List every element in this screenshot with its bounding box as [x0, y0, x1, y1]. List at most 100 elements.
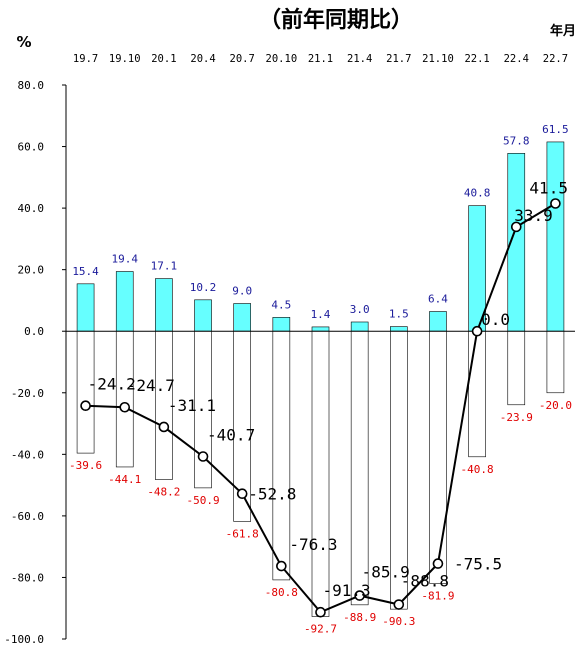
- positive-bar: [311, 326, 330, 332]
- line-point-label: -52.8: [248, 485, 296, 504]
- negative-bar-label: -44.1: [108, 473, 141, 486]
- line-point: [550, 198, 561, 209]
- positive-bar: [155, 278, 173, 332]
- category-label: 22.7: [543, 53, 568, 65]
- positive-bar-label: 57.8: [503, 134, 530, 147]
- y-tick-label: -100.0: [4, 633, 44, 646]
- line-point: [236, 488, 248, 500]
- line-point: [432, 558, 444, 569]
- line-point: [119, 401, 131, 413]
- positive-bar-label: 1.5: [389, 308, 409, 321]
- line-point-label: -85.9: [362, 563, 410, 582]
- negative-bar: [429, 330, 447, 584]
- positive-bar-label: 40.8: [464, 187, 491, 200]
- y-tick-label: -20.0: [11, 387, 44, 400]
- line-point-label: 0.0: [481, 310, 510, 329]
- negative-bar-label: -50.9: [186, 494, 219, 507]
- category-label: 20.7: [230, 53, 255, 65]
- x-unit-label: 年月: [550, 23, 576, 39]
- line-point: [197, 451, 209, 462]
- y-axis: 80.0 60.0 40.0 20.0 0.0 -20.0 -40.0 -60.0 -80.0 -…: [4, 79, 67, 646]
- positive-bar: [390, 326, 408, 332]
- line-point: [393, 599, 405, 610]
- negative-bar-label: -92.7: [304, 623, 337, 636]
- line-point: [158, 421, 170, 433]
- line-point-label: -24.2: [88, 375, 136, 394]
- negative-bar: [546, 330, 565, 394]
- category-label: 21.7: [386, 53, 411, 65]
- line-point-label: -40.7: [207, 425, 255, 444]
- positive-bar-label: 6.4: [428, 293, 448, 306]
- positive-bar: [429, 311, 447, 332]
- category-label: 21.1: [308, 53, 333, 65]
- line-point: [80, 400, 91, 412]
- y-tick-label: 80.0: [18, 79, 45, 92]
- negative-bar: [507, 330, 526, 406]
- positive-bar-label: 9.0: [232, 285, 252, 298]
- data-labels: 15.4 19.4 17.1 10.2 9.0 4.5 1.4 3.0 1.5 6.4 40.8 57…: [69, 123, 572, 636]
- y-tick-label: -60.0: [11, 510, 44, 523]
- category-labels: 19.7 19.10 20.1 20.4 20.7 20.10 21.1 21.4 21.7 21…: [73, 53, 568, 65]
- category-label: 22.1: [464, 53, 489, 65]
- category-label: 20.4: [190, 53, 215, 65]
- positive-bar: [233, 303, 251, 332]
- negative-bars: [76, 330, 565, 617]
- line-point-label: -91.3: [323, 581, 371, 600]
- y-tick-label: 0.0: [24, 325, 44, 338]
- category-label: 21.4: [347, 53, 372, 65]
- line-point: [276, 560, 287, 572]
- negative-bar-label: -40.8: [461, 463, 494, 476]
- positive-bar-label: 19.4: [111, 253, 138, 266]
- line-point: [510, 221, 522, 233]
- positive-bars: [76, 141, 565, 332]
- negative-bar-label: -23.9: [500, 411, 533, 424]
- positive-bar: [546, 141, 565, 332]
- positive-bar-label: 15.4: [72, 265, 99, 278]
- positive-bar-label: 17.1: [151, 260, 178, 273]
- line-point-label: 41.5: [529, 178, 568, 197]
- category-label: 20.1: [151, 53, 176, 65]
- negative-bar-label: -80.8: [265, 586, 298, 599]
- negative-bar: [311, 330, 330, 617]
- negative-bar-label: -48.2: [147, 486, 180, 499]
- positive-bar: [115, 271, 134, 332]
- line-point-label: -76.3: [289, 535, 337, 554]
- line-point: [471, 325, 483, 337]
- category-label: 22.4: [504, 53, 529, 65]
- positive-bar-label: 4.5: [271, 298, 291, 311]
- positive-bar: [350, 321, 369, 332]
- category-label: 19.7: [73, 53, 98, 65]
- line-point: [315, 606, 326, 618]
- positive-bar-label: 3.0: [350, 303, 370, 316]
- y-tick-label: -40.0: [11, 448, 44, 461]
- y-unit-label: %: [16, 33, 31, 51]
- positive-bar-label: 1.4: [311, 308, 331, 321]
- negative-bar-label: -61.8: [226, 527, 259, 540]
- line-point-label: -31.1: [168, 396, 216, 415]
- y-tick-label: 40.0: [18, 202, 45, 215]
- category-label: 20.10: [266, 53, 298, 65]
- positive-bar: [76, 283, 95, 332]
- line-point-label: -88.8: [401, 572, 449, 591]
- category-label: 21.10: [422, 53, 454, 65]
- negative-bar-label: -88.9: [343, 611, 376, 624]
- negative-bar-label: -90.3: [382, 615, 415, 628]
- y-tick-label: -80.0: [11, 571, 44, 584]
- y-tick-label: 20.0: [18, 264, 45, 277]
- negative-bar-label: -39.6: [69, 459, 102, 472]
- negative-bar: [115, 330, 134, 468]
- negative-bar-label: -20.0: [539, 399, 572, 412]
- negative-bar: [468, 330, 486, 458]
- positive-bar-label: 10.2: [190, 281, 217, 294]
- positive-bar: [272, 317, 291, 332]
- line-point-label: -75.5: [454, 555, 502, 574]
- line-point-label: -24.7: [127, 376, 175, 395]
- category-label: 19.10: [109, 53, 141, 65]
- positive-bar-label: 61.5: [542, 123, 569, 136]
- line-series: [80, 198, 561, 618]
- negative-bar-label: -81.9: [421, 589, 454, 602]
- negative-bar: [272, 330, 291, 581]
- line-point: [354, 590, 365, 601]
- line-point-label: 33.9: [514, 206, 553, 225]
